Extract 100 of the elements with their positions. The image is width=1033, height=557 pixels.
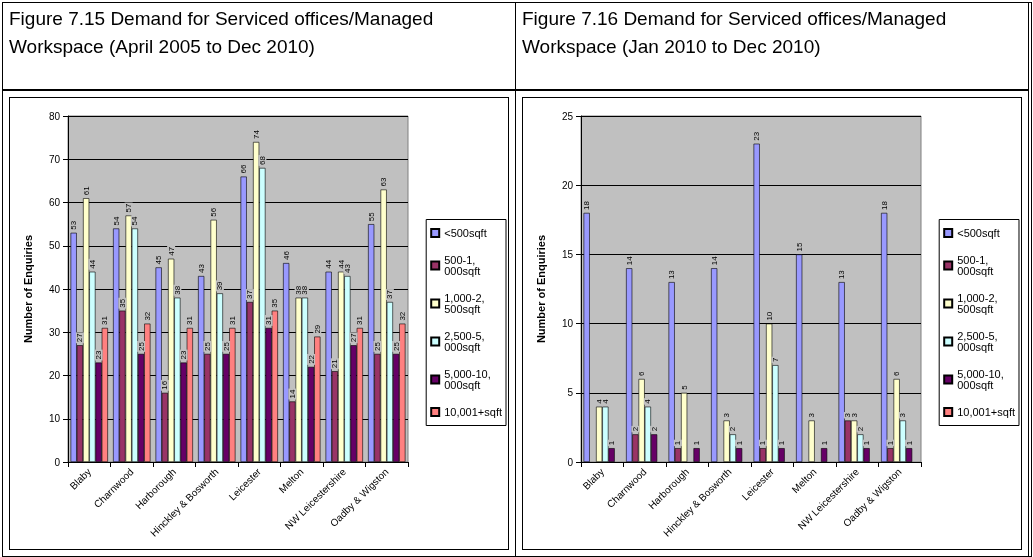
data-label: 68 xyxy=(257,155,267,165)
data-label: 6 xyxy=(637,370,647,376)
data-label: 13 xyxy=(837,269,847,280)
y-tick-label: 5 xyxy=(567,387,574,399)
data-label: 57 xyxy=(124,203,134,213)
data-label: 45 xyxy=(154,254,164,265)
legend-label: 5,000-10,000sqft xyxy=(957,368,1004,391)
data-label: 2 xyxy=(728,426,738,432)
data-label: 1 xyxy=(673,440,683,446)
y-tick-label: 20 xyxy=(561,179,574,191)
data-label: 1 xyxy=(819,440,829,446)
data-label: 1 xyxy=(734,440,744,446)
data-label: 39 xyxy=(215,280,225,291)
data-label: 13 xyxy=(667,269,677,280)
data-label: 43 xyxy=(196,263,206,274)
data-label: 6 xyxy=(892,370,902,376)
data-label: 31 xyxy=(227,315,237,325)
legend-label: <500sqft xyxy=(444,227,487,239)
data-label: 15 xyxy=(794,241,804,252)
data-label: 1 xyxy=(862,440,872,446)
legend-label: 1,000-2,500sqft xyxy=(957,292,998,315)
data-label: 54 xyxy=(130,216,140,226)
y-tick-label: 0 xyxy=(567,456,574,468)
legend-label: 5,000-10,000sqft xyxy=(444,368,491,391)
data-label: 29 xyxy=(312,324,322,334)
data-label: 31 xyxy=(100,315,110,325)
y-tick-label: 10 xyxy=(48,413,61,425)
data-label: 18 xyxy=(879,200,889,210)
y-tick-label: 40 xyxy=(48,283,61,295)
y-tick-label: 15 xyxy=(561,248,574,260)
y-tick-label: 50 xyxy=(48,240,61,252)
data-label: 23 xyxy=(752,131,762,141)
data-label: 3 xyxy=(898,412,908,418)
data-label: 21 xyxy=(330,358,340,369)
data-label: 2 xyxy=(855,426,865,432)
legend-label: 10,001+sqft xyxy=(957,406,1016,418)
y-tick-label: 60 xyxy=(48,197,61,208)
data-label: 25 xyxy=(202,341,212,351)
data-label: 4 xyxy=(643,398,653,404)
y-tick-label: 80 xyxy=(48,110,61,122)
data-label: 14 xyxy=(287,389,297,399)
chart-title: Figure 7.15 Demand for Serviced offices/Managed Workspace (April 2005 to Dec 2010) xyxy=(3,3,515,91)
legend-label: 1,000-2,500sqft xyxy=(444,292,485,315)
legend-label: 2,500-5,000sqft xyxy=(444,330,485,353)
data-label: 14 xyxy=(709,255,719,266)
data-label: 61 xyxy=(81,185,91,196)
data-label: 38 xyxy=(172,285,182,295)
data-label: 47 xyxy=(166,246,176,256)
data-label: 53 xyxy=(69,220,79,230)
data-label: 35 xyxy=(117,298,127,308)
data-label: 44 xyxy=(324,259,334,269)
data-label: 1 xyxy=(607,440,617,446)
data-label: 7 xyxy=(770,357,780,363)
y-axis-title: Number of Enquiries xyxy=(534,234,547,344)
data-label: 66 xyxy=(239,164,249,174)
y-tick-label: 30 xyxy=(48,326,61,338)
data-label: 1 xyxy=(758,440,768,446)
data-label: 3 xyxy=(843,412,853,418)
data-label: 16 xyxy=(160,380,170,390)
data-label: 31 xyxy=(264,315,274,325)
data-label: 1 xyxy=(692,440,702,446)
data-label: 31 xyxy=(355,315,365,325)
y-tick-label: 20 xyxy=(48,370,61,381)
legend-label: 2,500-5,000sqft xyxy=(957,330,998,353)
legend-label: 500-1,000sqft xyxy=(444,254,481,277)
data-label: 27 xyxy=(349,332,359,343)
data-label: 27 xyxy=(75,332,85,343)
data-label: 14 xyxy=(624,255,634,266)
data-label: 37 xyxy=(385,289,395,299)
data-label: 3 xyxy=(807,412,817,418)
data-label: 25 xyxy=(391,341,401,351)
data-label: 23 xyxy=(94,350,104,360)
data-label: 18 xyxy=(582,200,592,210)
data-label: 38 xyxy=(300,285,310,295)
data-label: 56 xyxy=(209,207,219,217)
data-label: 55 xyxy=(366,211,376,222)
data-label: 2 xyxy=(630,426,640,432)
data-label: 32 xyxy=(142,311,152,321)
data-label: 54 xyxy=(111,216,121,226)
data-label: 44 xyxy=(87,259,97,269)
data-label: 25 xyxy=(221,341,231,351)
data-label: 5 xyxy=(679,384,689,390)
data-label: 1 xyxy=(904,440,914,446)
data-label: 32 xyxy=(397,311,407,321)
data-label: 22 xyxy=(306,354,316,364)
data-label: 46 xyxy=(281,250,291,261)
data-label: 37 xyxy=(245,289,255,299)
chart-title: Figure 7.16 Demand for Serviced offices/Managed Workspace (Jan 2010 to Dec 2010) xyxy=(516,3,1028,91)
data-label: 25 xyxy=(372,341,382,351)
y-tick-label: 70 xyxy=(48,153,61,165)
data-label: 1 xyxy=(777,440,787,446)
y-tick-label: 10 xyxy=(561,318,574,330)
legend-label: 500-1,000sqft xyxy=(957,254,994,277)
y-axis-title: Number of Enquiries xyxy=(21,234,34,344)
y-tick-label: 0 xyxy=(54,456,61,468)
data-label: 74 xyxy=(251,129,261,139)
legend-label: <500sqft xyxy=(957,227,1000,239)
y-tick-label: 25 xyxy=(561,110,574,122)
legend-label: 10,001+sqft xyxy=(444,406,503,418)
data-label: 1 xyxy=(885,440,895,446)
